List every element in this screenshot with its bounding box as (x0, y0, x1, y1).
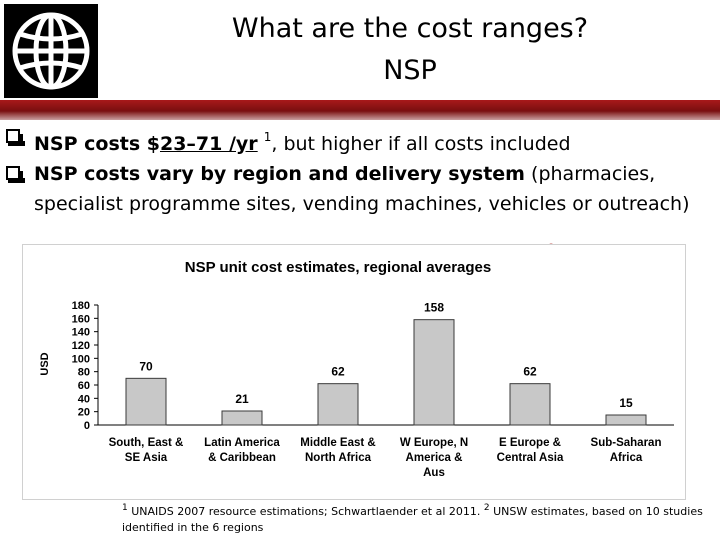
bullet-item-costs: NSP costs $23–71 /yr 1, but higher if al… (6, 122, 718, 159)
x-tick-label: W Europe, N (400, 437, 468, 449)
x-tick-label: Aus (423, 467, 445, 479)
bar (605, 414, 647, 426)
bar (509, 383, 551, 426)
x-tick-label: Middle East & (300, 437, 375, 449)
bullet-1-bold: NSP costs $ (34, 133, 160, 155)
y-tick-label: 20 (78, 407, 90, 419)
chart-frame (22, 244, 686, 500)
bullet-1-range: 23–71 /yr (159, 133, 258, 155)
bar-chart: NSP unit cost estimates, regional averag… (22, 244, 686, 500)
x-tick-label: & Caribbean (208, 452, 276, 464)
bar-data-label: 21 (235, 392, 249, 406)
globe-icon (4, 4, 98, 98)
slide-title-line-2: NSP (383, 55, 437, 86)
y-tick-label: 120 (72, 340, 90, 352)
checkbox-bullet-icon (6, 129, 25, 146)
y-tick-label: 80 (78, 367, 90, 379)
chart-title: NSP unit cost estimates, regional averag… (185, 259, 492, 276)
x-tick-label: America & (406, 452, 463, 464)
x-tick-label: North Africa (305, 452, 372, 464)
footnote-sup-1: 1 (122, 503, 128, 513)
bullet-list: NSP costs $23–71 /yr 1, but higher if al… (6, 122, 718, 219)
y-tick-label: 40 (78, 393, 90, 405)
bar-data-label: 62 (331, 365, 345, 379)
world-bank-logo (4, 4, 98, 98)
title-divider (0, 100, 720, 120)
x-tick-label: Africa (610, 452, 643, 464)
bar (221, 410, 263, 426)
bar (413, 319, 455, 426)
bullet-2-bold: NSP costs vary by region and delivery sy… (34, 163, 525, 185)
bar (125, 377, 167, 426)
x-tick-label: E Europe & (499, 437, 561, 449)
x-tick-label: Sub-Saharan (591, 437, 662, 449)
footnote-sup-2: 2 (483, 503, 490, 513)
slide-title: What are the cost ranges? NSP (120, 8, 700, 92)
footnote-text-2: UNSW estimates, based on 10 studies iden… (122, 505, 703, 534)
x-tick-label: Central Asia (497, 452, 564, 464)
chart-svg: NSP unit cost estimates, regional averag… (22, 244, 686, 500)
footnote-text-1: UNAIDS 2007 resource estimations; Schwar… (131, 505, 481, 518)
slide-title-line-1: What are the cost ranges? (231, 13, 589, 44)
x-tick-label: SE Asia (125, 452, 168, 464)
bullet-2-rest: (pharmacies, specialist programme sites,… (34, 163, 690, 215)
y-tick-label: 100 (72, 353, 90, 365)
checkbox-bullet-icon (6, 166, 25, 183)
bar-data-label: 62 (523, 365, 537, 379)
bullet-item-variation: NSP costs vary by region and delivery sy… (6, 159, 718, 219)
footnote: 1 UNAIDS 2007 resource estimations; Schw… (122, 500, 720, 536)
bar-data-label: 158 (424, 301, 444, 315)
y-tick-label: 140 (72, 327, 90, 339)
y-tick-label: 60 (78, 380, 90, 392)
y-tick-label: 0 (84, 420, 90, 432)
y-tick-label: 180 (72, 300, 90, 312)
y-tick-label: 160 (72, 313, 90, 325)
bar-data-label: 70 (139, 359, 153, 373)
x-tick-label: Latin America (204, 437, 280, 449)
bullet-1-rest: , but higher if all costs included (271, 133, 571, 155)
bullet-1-sup: 1 (263, 130, 272, 144)
y-axis-label: USD (39, 352, 51, 375)
bar (317, 383, 359, 426)
x-tick-label: South, East & (109, 437, 184, 449)
bar-data-label: 15 (619, 396, 633, 410)
